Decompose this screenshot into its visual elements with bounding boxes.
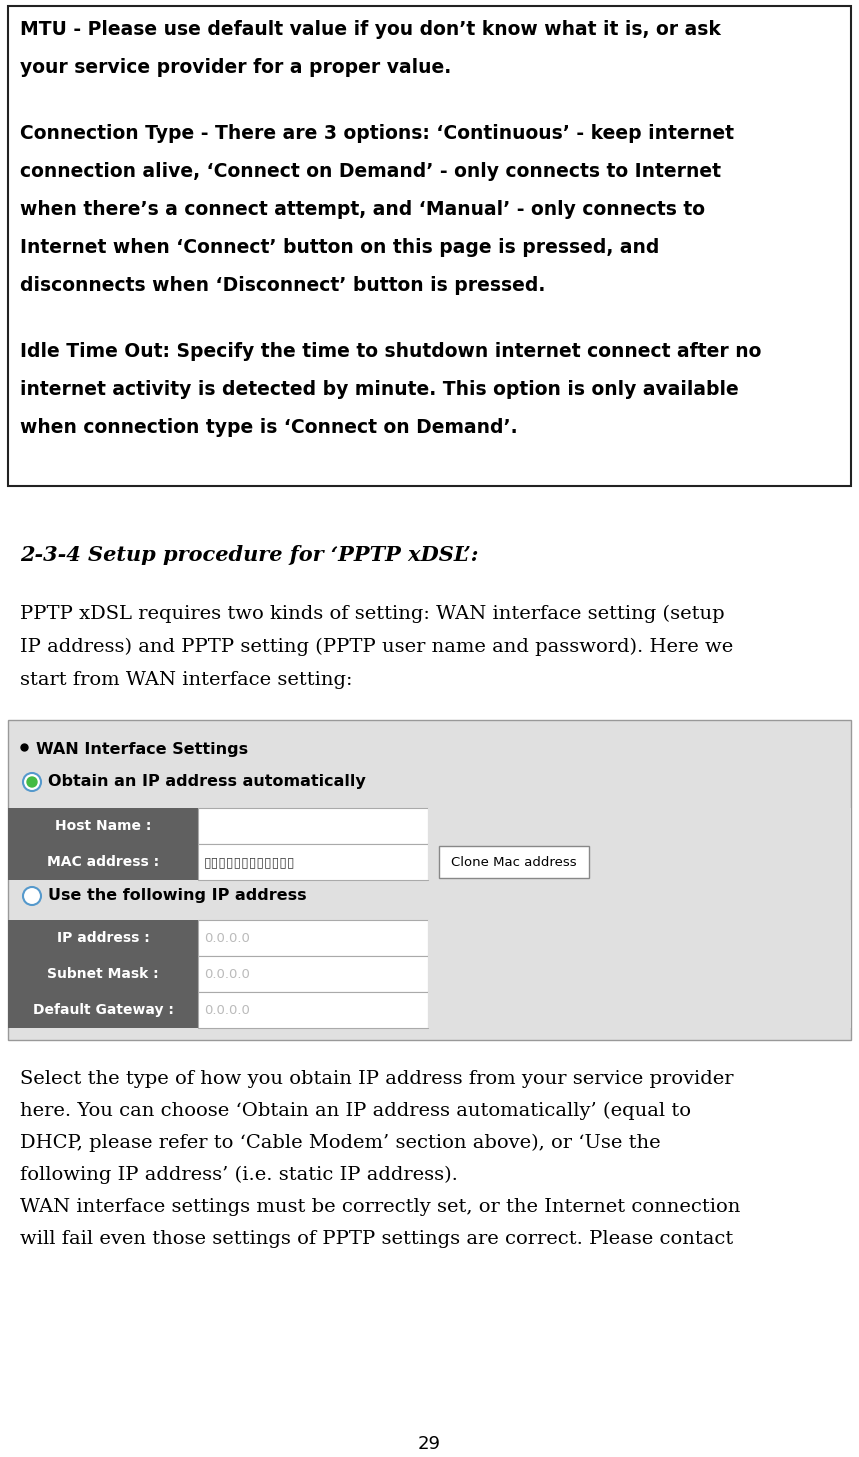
Bar xyxy=(8,956,198,992)
Bar xyxy=(428,919,851,956)
Text: WAN Interface Settings: WAN Interface Settings xyxy=(36,742,248,758)
Text: Use the following IP address: Use the following IP address xyxy=(48,887,307,903)
Text: 0.0.0.0: 0.0.0.0 xyxy=(204,967,250,981)
Text: Host Name :: Host Name : xyxy=(55,819,151,833)
Text: start from WAN interface setting:: start from WAN interface setting: xyxy=(20,672,352,689)
Bar xyxy=(8,992,198,1029)
Bar xyxy=(428,809,851,844)
Bar xyxy=(8,919,198,956)
Bar xyxy=(8,720,851,1040)
Circle shape xyxy=(23,887,41,905)
Text: following IP address’ (i.e. static IP address).: following IP address’ (i.e. static IP ad… xyxy=(20,1166,458,1185)
Text: DHCP, please refer to ‘Cable Modem’ section above), or ‘Use the: DHCP, please refer to ‘Cable Modem’ sect… xyxy=(20,1134,661,1152)
Bar xyxy=(428,992,851,1029)
Text: Subnet Mask :: Subnet Mask : xyxy=(47,967,159,981)
Bar xyxy=(428,844,851,880)
Circle shape xyxy=(23,774,41,791)
Text: MTU - Please use default value if you don’t know what it is, or ask: MTU - Please use default value if you do… xyxy=(20,20,721,39)
Bar xyxy=(198,844,428,880)
Bar xyxy=(198,956,428,992)
Text: here. You can choose ‘Obtain an IP address automatically’ (equal to: here. You can choose ‘Obtain an IP addre… xyxy=(20,1101,691,1120)
Text: MAC address :: MAC address : xyxy=(47,855,159,868)
Text: ▯▯▯▯▯▯▯▯▯▯▯▯: ▯▯▯▯▯▯▯▯▯▯▯▯ xyxy=(204,855,295,868)
Bar xyxy=(8,6,851,487)
Text: Obtain an IP address automatically: Obtain an IP address automatically xyxy=(48,774,366,790)
Text: 2-3-4 Setup procedure for ‘PPTP xDSL’:: 2-3-4 Setup procedure for ‘PPTP xDSL’: xyxy=(20,545,478,565)
Text: will fail even those settings of PPTP settings are correct. Please contact: will fail even those settings of PPTP se… xyxy=(20,1230,734,1249)
Text: disconnects when ‘Disconnect’ button is pressed.: disconnects when ‘Disconnect’ button is … xyxy=(20,275,545,294)
FancyBboxPatch shape xyxy=(439,847,589,879)
Text: connection alive, ‘Connect on Demand’ - only connects to Internet: connection alive, ‘Connect on Demand’ - … xyxy=(20,162,721,181)
Text: Connection Type - There are 3 options: ‘Continuous’ - keep internet: Connection Type - There are 3 options: ‘… xyxy=(20,124,734,143)
Bar xyxy=(198,809,428,844)
Bar xyxy=(8,809,198,844)
Text: Internet when ‘Connect’ button on this page is pressed, and: Internet when ‘Connect’ button on this p… xyxy=(20,237,660,256)
Circle shape xyxy=(27,777,37,787)
Text: IP address :: IP address : xyxy=(57,931,149,946)
Text: when there’s a connect attempt, and ‘Manual’ - only connects to: when there’s a connect attempt, and ‘Man… xyxy=(20,200,705,219)
Text: internet activity is detected by minute. This option is only available: internet activity is detected by minute.… xyxy=(20,380,739,399)
Text: 29: 29 xyxy=(418,1435,441,1453)
Text: PPTP xDSL requires two kinds of setting: WAN interface setting (setup: PPTP xDSL requires two kinds of setting:… xyxy=(20,605,725,624)
Text: Select the type of how you obtain IP address from your service provider: Select the type of how you obtain IP add… xyxy=(20,1069,734,1088)
Bar xyxy=(428,956,851,992)
Bar xyxy=(198,919,428,956)
Text: WAN interface settings must be correctly set, or the Internet connection: WAN interface settings must be correctly… xyxy=(20,1198,740,1217)
Text: Default Gateway :: Default Gateway : xyxy=(33,1002,174,1017)
Text: IP address) and PPTP setting (PPTP user name and password). Here we: IP address) and PPTP setting (PPTP user … xyxy=(20,638,734,656)
Text: Clone Mac address: Clone Mac address xyxy=(451,855,576,868)
Text: when connection type is ‘Connect on Demand’.: when connection type is ‘Connect on Dema… xyxy=(20,418,518,437)
Text: 0.0.0.0: 0.0.0.0 xyxy=(204,1004,250,1017)
Text: Idle Time Out: Specify the time to shutdown internet connect after no: Idle Time Out: Specify the time to shutd… xyxy=(20,342,761,361)
Bar xyxy=(8,844,198,880)
Bar xyxy=(198,992,428,1029)
Text: your service provider for a proper value.: your service provider for a proper value… xyxy=(20,58,451,77)
Text: 0.0.0.0: 0.0.0.0 xyxy=(204,931,250,944)
